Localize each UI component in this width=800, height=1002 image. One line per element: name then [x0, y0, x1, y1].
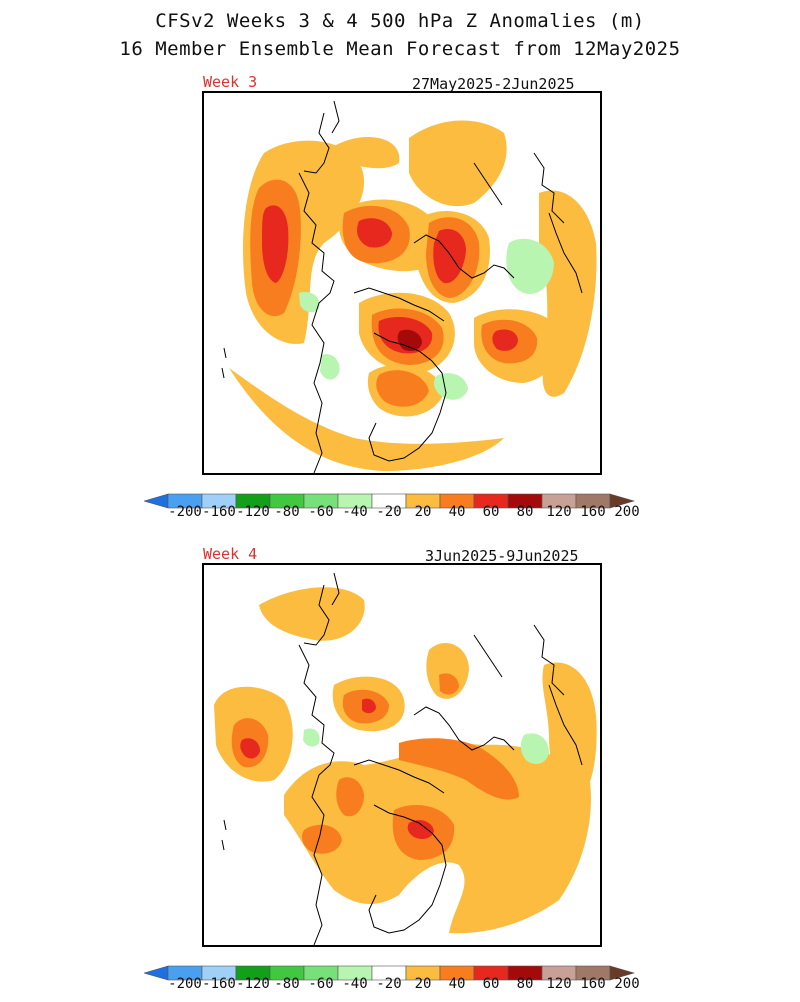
colorbar-tick-label: 160 [580, 976, 606, 992]
colorbar-tick-label: 200 [614, 504, 640, 520]
colorbar-tick-label: 80 [516, 504, 534, 520]
colorbar-labels: -200 -160 -120 -80 -60 -40 -20 20 40 60 80 120 160 20… [144, 504, 658, 520]
colorbar-tick-label: 160 [580, 504, 606, 520]
anomaly-80m-shading [397, 329, 422, 351]
colorbar-tick-label: -60 [308, 504, 334, 520]
anomaly-map-week3 [221, 100, 597, 473]
anomaly-map-week4 [214, 572, 597, 945]
colorbar-tick-label: -160 [202, 504, 236, 520]
colorbar-tick-label: 80 [516, 976, 534, 992]
colorbar-swatches [142, 965, 636, 981]
colorbar-tick-label: -80 [274, 976, 300, 992]
colorbar-tick-label: -40 [342, 504, 368, 520]
coastlines [221, 100, 583, 473]
colorbar-tick-label: 60 [482, 504, 500, 520]
colorbar-tick-label: -40 [342, 976, 368, 992]
colorbar-tick-label: -120 [236, 976, 270, 992]
colorbar-tick-label: -160 [202, 976, 236, 992]
panel-dates-week3: 27May2025-2Jun2025 [412, 75, 575, 93]
panel-label-week3: Week 3 [203, 73, 258, 91]
colorbar-week3: -200 -160 -120 -80 -60 -40 -20 20 40 60 80 120 160 20… [142, 490, 658, 530]
coastlines [221, 572, 583, 945]
colorbar-tick-label: 20 [414, 976, 432, 992]
colorbar-tick-label: -80 [274, 504, 300, 520]
colorbar-tick-label: 120 [546, 504, 572, 520]
panel-label-week4: Week 4 [203, 545, 258, 563]
anomaly-neg20m-shading [299, 238, 554, 400]
colorbar-tick-label: 40 [448, 504, 466, 520]
colorbar-tick-label: -200 [168, 976, 202, 992]
colorbar-tick-label: -20 [376, 504, 402, 520]
anomaly-neg20m-shading [303, 728, 549, 765]
map-week4 [202, 563, 602, 947]
colorbar-tick-label: 200 [614, 976, 640, 992]
colorbar-tick-label: 40 [448, 976, 466, 992]
colorbar-tick-label: -20 [376, 976, 402, 992]
map-week3 [202, 91, 602, 475]
colorbar-arrow-high [609, 965, 636, 981]
panel-dates-week4: 3Jun2025-9Jun2025 [425, 547, 579, 565]
colorbar-tick-label: -120 [236, 504, 270, 520]
chart-subtitle: 16 Member Ensemble Mean Forecast from 12… [119, 38, 681, 60]
colorbar-week4: -200 -160 -120 -80 -60 -40 -20 20 40 60 80 120 160 20… [142, 962, 658, 1002]
colorbar-tick-label: 60 [482, 976, 500, 992]
colorbar-labels: -200 -160 -120 -80 -60 -40 -20 20 40 60 80 120 160 20… [144, 976, 658, 992]
colorbar-tick-label: -60 [308, 976, 334, 992]
chart-title: CFSv2 Weeks 3 & 4 500 hPa Z Anomalies (m… [155, 10, 645, 32]
colorbar-tick-label: -200 [168, 504, 202, 520]
anomaly-60m-shading [262, 205, 518, 354]
anomaly-60m-shading [240, 698, 434, 839]
colorbar-tick-label: 20 [414, 504, 432, 520]
colorbar-arrow-high [609, 493, 636, 509]
colorbar-tick-label: 120 [546, 976, 572, 992]
colorbar-swatches [142, 493, 636, 509]
